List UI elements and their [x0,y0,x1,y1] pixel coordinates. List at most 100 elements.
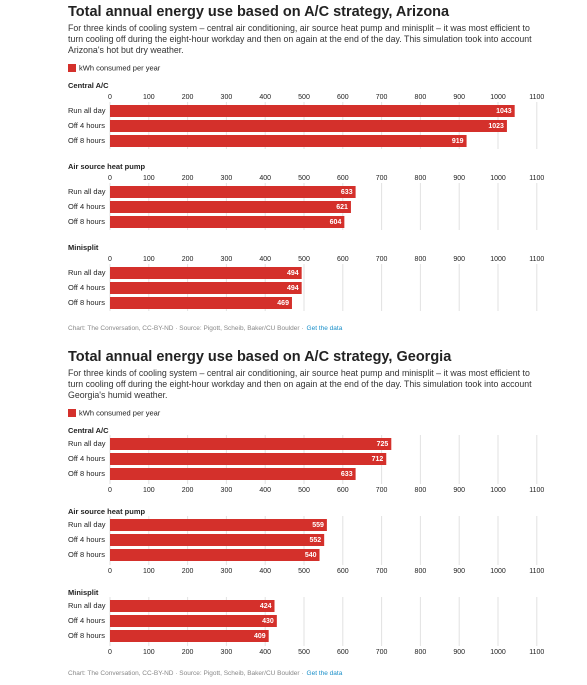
x-tick-label: 800 [415,487,427,494]
category-label: Run all day [68,601,106,610]
category-label: Run all day [68,268,106,277]
x-tick-label: 600 [337,487,349,494]
category-label: Off 8 hours [68,631,105,640]
bar [110,615,277,627]
panel-title: Air source heat pump [68,507,146,516]
x-tick-label: 600 [337,175,349,182]
x-tick-label: 1100 [529,568,544,575]
value-label: 424 [260,603,272,610]
bar [110,438,392,450]
category-label: Off 8 hours [68,550,105,559]
x-tick-label: 300 [221,568,233,575]
value-label: 633 [341,189,353,196]
legend-swatch [68,64,76,72]
x-tick-label: 200 [182,568,194,575]
category-label: Off 4 hours [68,454,105,463]
x-tick-label: 1000 [490,568,506,575]
bar [110,453,387,465]
x-tick-label: 400 [259,487,271,494]
data-link[interactable]: Get the data [307,325,343,332]
category-label: Off 4 hours [68,202,105,211]
x-tick-label: 700 [376,175,388,182]
subtitle: For three kinds of cooling system – cent… [68,23,532,55]
x-tick-label: 600 [337,568,349,575]
x-tick-label: 300 [221,487,233,494]
x-tick-label: 100 [143,649,155,656]
x-tick-label: 800 [415,94,427,101]
x-tick-label: 200 [182,94,194,101]
x-tick-label: 200 [182,487,194,494]
subtitle-box: For three kinds of cooling system – cent… [68,368,532,400]
source-text: Chart: The Conversation, CC-BY-ND · Sour… [68,670,304,677]
category-label: Off 4 hours [68,616,105,625]
x-tick-label: 900 [453,649,465,656]
x-tick-label: 200 [182,649,194,656]
value-label: 919 [452,138,464,145]
bar [110,468,356,480]
category-label: Run all day [68,439,106,448]
value-label: 494 [287,270,299,277]
x-tick-label: 600 [337,649,349,656]
x-tick-label: 300 [221,649,233,656]
x-tick-label: 500 [298,256,310,263]
x-tick-label: 800 [415,649,427,656]
x-tick-label: 300 [221,94,233,101]
panel-title: Central A/C [68,81,109,90]
value-label: 469 [277,300,289,307]
value-label: 540 [305,552,317,559]
x-tick-label: 1100 [529,487,544,494]
bar [110,297,292,309]
x-tick-label: 900 [453,256,465,263]
category-label: Off 4 hours [68,283,105,292]
category-label: Off 8 hours [68,469,105,478]
bar [110,267,302,279]
value-label: 621 [336,204,348,211]
x-tick-label: 1100 [529,175,544,182]
x-tick-label: 700 [376,649,388,656]
x-tick-label: 600 [337,256,349,263]
bar [110,120,507,132]
x-tick-label: 800 [415,256,427,263]
x-tick-label: 500 [298,175,310,182]
x-tick-label: 300 [221,256,233,263]
x-tick-label: 0 [108,487,112,494]
x-tick-label: 100 [143,175,155,182]
x-tick-label: 200 [182,175,194,182]
x-tick-label: 900 [453,94,465,101]
x-tick-label: 800 [415,568,427,575]
subtitle: For three kinds of cooling system – cent… [68,368,532,400]
data-link[interactable]: Get the data [307,670,343,677]
bar [110,282,302,294]
x-tick-label: 1000 [490,94,506,101]
category-label: Run all day [68,520,106,529]
panel-title: Minisplit [68,243,99,252]
source-text: Chart: The Conversation, CC-BY-ND · Sour… [68,325,304,332]
category-label: Off 8 hours [68,136,105,145]
source: Chart: The Conversation, CC-BY-ND · Sour… [68,670,343,677]
x-tick-label: 0 [108,256,112,263]
x-tick-label: 700 [376,94,388,101]
value-label: 633 [341,471,353,478]
category-label: Run all day [68,187,106,196]
x-tick-label: 100 [143,487,155,494]
chart-title: Total annual energy use based on A/C str… [68,4,450,20]
bar [110,519,327,531]
x-tick-label: 400 [259,175,271,182]
category-label: Off 4 hours [68,535,105,544]
x-tick-label: 1000 [490,175,506,182]
source: Chart: The Conversation, CC-BY-ND · Sour… [68,325,343,332]
bar [110,600,275,612]
value-label: 1023 [488,123,504,130]
x-tick-label: 0 [108,175,112,182]
value-label: 712 [372,456,384,463]
x-tick-label: 100 [143,568,155,575]
bar [110,186,356,198]
category-label: Off 8 hours [68,298,105,307]
x-tick-label: 1000 [490,649,506,656]
x-tick-label: 1100 [529,649,544,656]
value-label: 1043 [496,108,512,115]
x-tick-label: 0 [108,94,112,101]
x-tick-label: 500 [298,649,310,656]
x-tick-label: 400 [259,568,271,575]
